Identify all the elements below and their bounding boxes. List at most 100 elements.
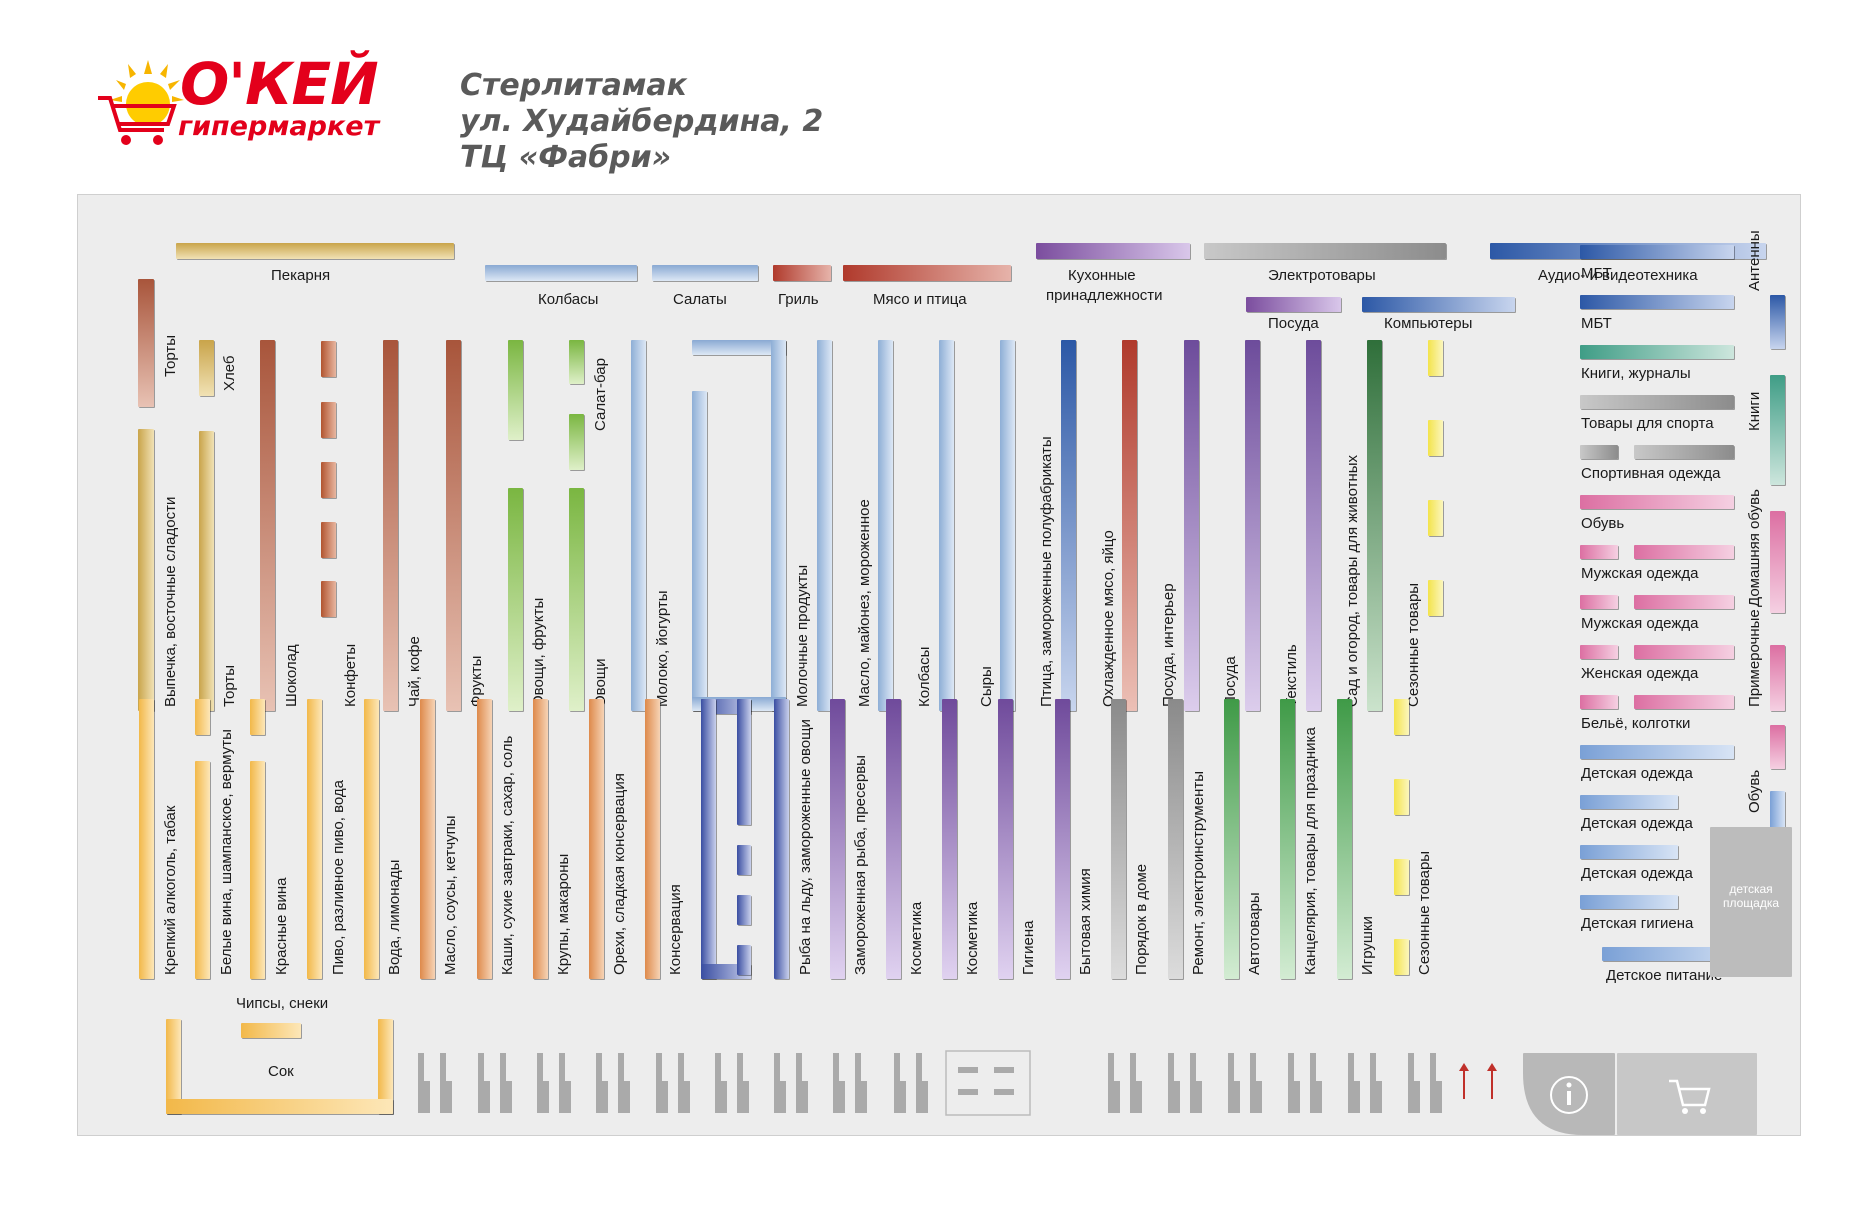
aisle-label: Салат-бар xyxy=(592,358,609,431)
section-electronics: Электротовары xyxy=(1268,267,1376,284)
header-mall: ТЦ «Фабри» xyxy=(460,140,672,175)
aisle-label: Торты xyxy=(221,665,238,707)
aisle-label: Колбасы xyxy=(916,646,933,707)
shelf xyxy=(383,340,398,711)
checkout-lane xyxy=(656,1053,690,1113)
shelf xyxy=(138,429,154,711)
shelf xyxy=(1580,545,1618,559)
aisle-label: Гигиена xyxy=(1020,920,1037,975)
department-label: Товары для спорта xyxy=(1581,415,1714,432)
shelf xyxy=(139,699,154,979)
shelf xyxy=(1337,699,1352,979)
department-label: Антенны xyxy=(1746,230,1763,291)
aisle-label: Текстиль xyxy=(1283,644,1300,707)
department-label: Детская одежда xyxy=(1581,865,1693,882)
aisle-label: Молочные продукты xyxy=(794,564,811,707)
shelf xyxy=(1770,725,1785,769)
aisle-label: Сыры xyxy=(978,666,995,707)
electronics-shelf xyxy=(1204,243,1446,259)
salads-shelf xyxy=(652,265,758,281)
shelf xyxy=(1061,340,1076,711)
shelf xyxy=(1111,699,1126,979)
shelf xyxy=(1245,340,1260,711)
shelf xyxy=(1428,420,1443,456)
shelf xyxy=(589,699,604,979)
section-juice: Сок xyxy=(268,1063,294,1080)
shelf xyxy=(195,761,210,979)
shelf xyxy=(817,340,832,711)
computers-shelf xyxy=(1362,297,1515,312)
shelf xyxy=(1580,345,1734,359)
section-chips: Чипсы, снеки xyxy=(236,995,329,1012)
header-street: ул. Худайбердина, 2 xyxy=(460,104,824,139)
checkout-lane xyxy=(774,1053,808,1113)
shelf xyxy=(1580,645,1618,659)
aisle-label: Косметика xyxy=(908,901,925,975)
shelf xyxy=(942,699,957,979)
department-label: Мужская одежда xyxy=(1581,615,1699,632)
section-kitchen-1: Кухонные xyxy=(1068,267,1136,284)
shelf xyxy=(321,522,336,558)
shelf xyxy=(569,414,584,470)
dairy-island-right xyxy=(771,340,786,711)
shelf xyxy=(199,431,214,711)
freezer xyxy=(737,945,751,975)
juice-left xyxy=(166,1019,181,1114)
department-label: Бельё, колготки xyxy=(1581,715,1691,732)
shelf xyxy=(886,699,901,979)
department-label: Обувь xyxy=(1746,769,1763,813)
checkout-lane xyxy=(596,1053,630,1113)
department-label: Книги xyxy=(1746,391,1763,431)
aisle-label: Крепкий алкоголь, табак xyxy=(162,805,179,975)
aisle-label: Канцелярия, товары для праздника xyxy=(1302,727,1319,975)
header-city: Стерлитамак xyxy=(460,68,687,103)
aisle-label: Хлеб xyxy=(221,355,238,391)
department-label: Женская одежда xyxy=(1581,665,1699,682)
shelf xyxy=(1394,939,1409,975)
freezer xyxy=(737,895,751,925)
aisle-label: Торты xyxy=(162,335,179,377)
shopping-cart-icon xyxy=(1617,1053,1757,1135)
dairy-island-top xyxy=(692,340,786,355)
shelf xyxy=(250,699,265,735)
department-label: Книги, журналы xyxy=(1581,365,1691,382)
aisle-label: Сезонные товары xyxy=(1405,582,1422,707)
shelf xyxy=(420,699,435,979)
aisle-label: Орехи, сладкая консервация xyxy=(611,773,628,975)
aisle-label: Конфеты xyxy=(342,643,359,707)
checkout-lane xyxy=(537,1053,571,1113)
sun-cart-logo-icon xyxy=(98,60,184,145)
shelf xyxy=(1580,395,1734,409)
section-meat: Мясо и птица xyxy=(873,291,967,308)
section-audio-video: Аудио- и видеотехника xyxy=(1538,267,1698,284)
shelf xyxy=(138,279,154,407)
shelf xyxy=(1428,500,1443,536)
department-label: Мужская одежда xyxy=(1581,565,1699,582)
shelf xyxy=(1634,445,1734,459)
section-sausages: Колбасы xyxy=(538,291,599,308)
shelf xyxy=(1224,699,1239,979)
checkout-lane xyxy=(478,1053,512,1113)
fish-island-left xyxy=(701,699,716,979)
aisle-label: Косметика xyxy=(964,901,981,975)
shelf xyxy=(1580,245,1734,259)
shelf xyxy=(1770,791,1785,837)
aisle-label: Овощи, фрукты xyxy=(530,597,547,707)
shelf xyxy=(508,488,523,711)
juice-right xyxy=(378,1019,393,1114)
aisle-label: Рыба на льду, замороженные овощи xyxy=(797,719,814,975)
shelf xyxy=(446,340,461,711)
aisle-label: Выпечка, восточные сладости xyxy=(162,496,179,707)
shelf xyxy=(1367,340,1382,711)
shelf xyxy=(1168,699,1183,979)
shelf xyxy=(321,462,336,498)
shelf xyxy=(364,699,379,979)
info-desk xyxy=(1523,1053,1615,1135)
shelf xyxy=(250,761,265,979)
shelf xyxy=(1280,699,1295,979)
shelf xyxy=(1580,595,1618,609)
department-label: Детская одежда xyxy=(1581,765,1693,782)
aisle-label: Сад и огород, товары для животных xyxy=(1344,454,1361,707)
shelf xyxy=(1580,295,1734,309)
department-label: Детская гигиена xyxy=(1581,915,1694,932)
